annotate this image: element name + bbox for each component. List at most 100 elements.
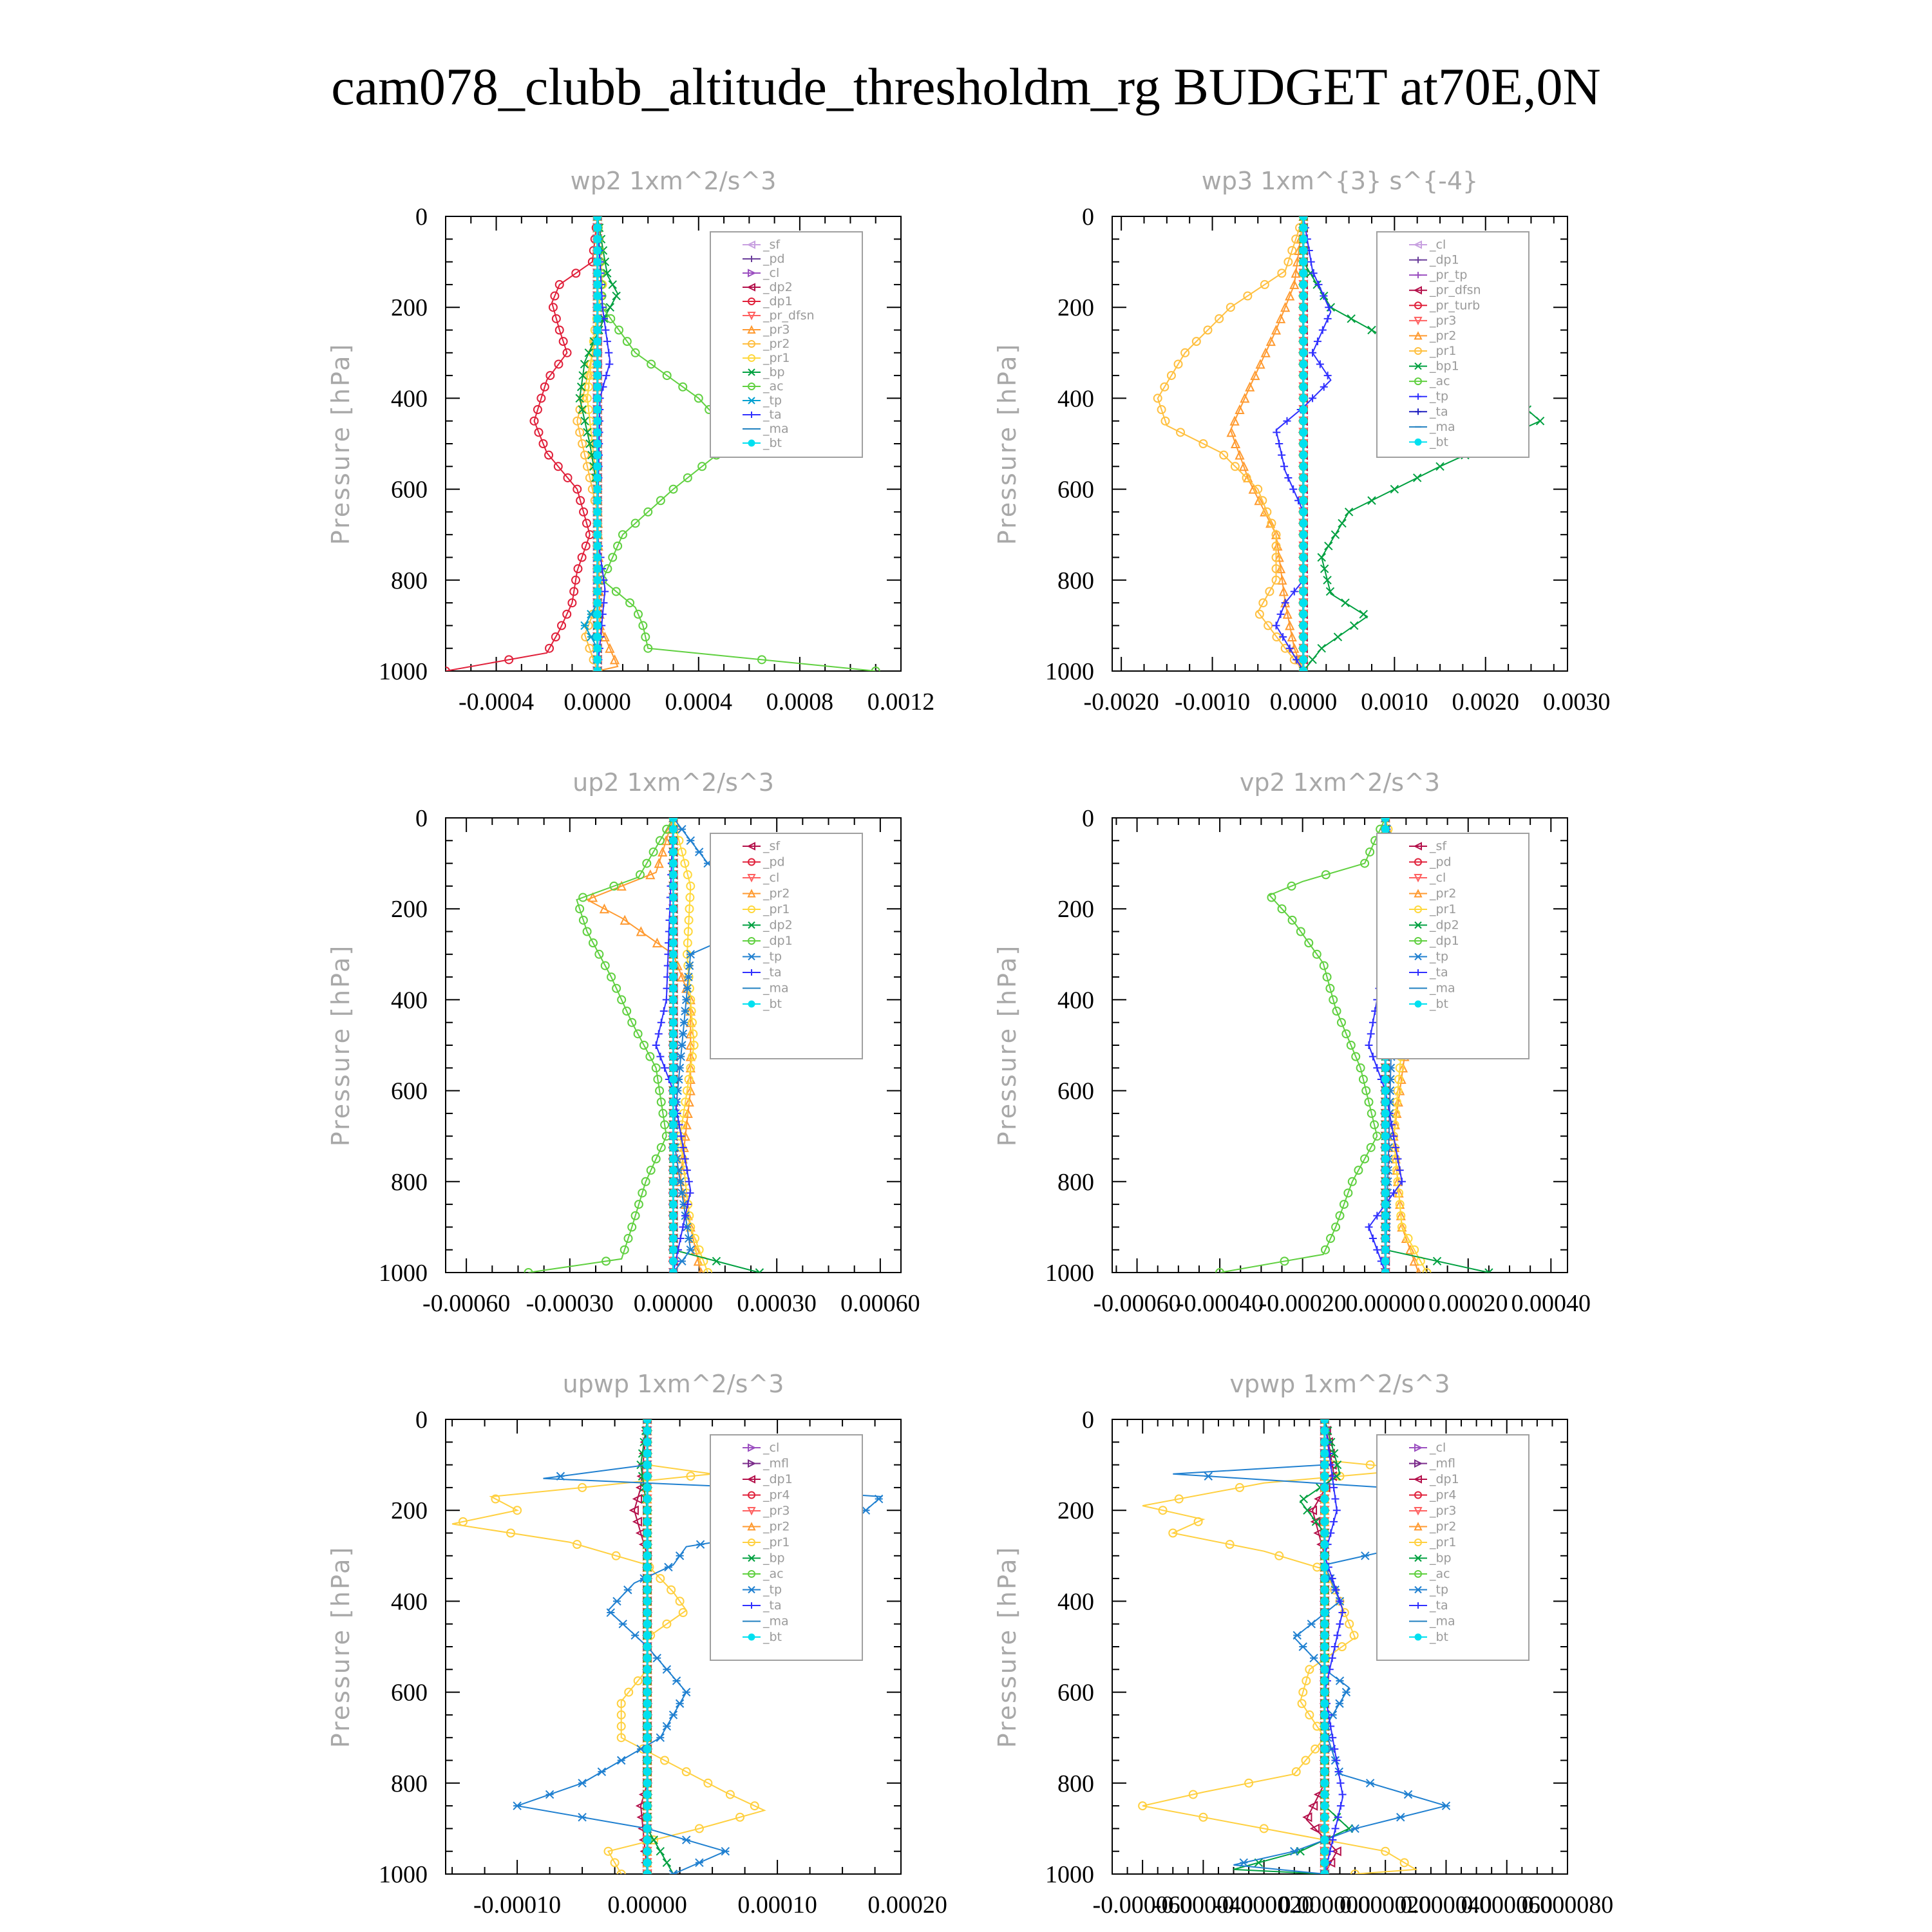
data-point (1318, 326, 1327, 334)
data-point (593, 383, 602, 392)
data-point (651, 1063, 661, 1073)
legend-label: _pr3 (762, 323, 790, 337)
legend-label: _pr4 (762, 1488, 790, 1502)
data-point (643, 1472, 652, 1481)
data-point (682, 1086, 692, 1095)
data-point (616, 1721, 626, 1731)
legend-label: _mfl (1429, 1457, 1455, 1471)
legend-entry: _pr_dfsn (1409, 283, 1481, 298)
legend-entry: _ta (1409, 404, 1448, 419)
data-point (662, 996, 670, 1004)
data-point (593, 216, 602, 221)
data-point (1373, 1211, 1381, 1220)
data-point (1158, 1506, 1168, 1515)
data-point (1180, 348, 1190, 357)
legend-label: _ta (762, 408, 782, 422)
legend-label: _ma (1429, 1615, 1455, 1629)
data-point (1287, 915, 1297, 925)
legend-entry: _ac (1409, 374, 1450, 388)
legend-box (710, 833, 863, 1059)
data-point (1289, 485, 1298, 493)
data-point (1316, 360, 1324, 368)
data-point (687, 1018, 697, 1027)
data-point (681, 995, 691, 1005)
data-point (1381, 1200, 1390, 1209)
legend-label: _bp (762, 365, 785, 379)
data-point (599, 903, 609, 914)
x-tick-label: -0.0020 (1084, 688, 1159, 715)
data-point (1361, 1551, 1370, 1560)
data-point (504, 655, 514, 665)
legend-box (710, 231, 863, 458)
legend-label: _bt (762, 436, 782, 450)
panel-title: upwp 1xm^2/s^3 (563, 1370, 784, 1398)
panel-title: vp2 1xm^2/s^3 (1240, 768, 1440, 797)
legend-entry: _tp (743, 393, 782, 408)
data-point (683, 870, 692, 880)
data-point (662, 1858, 672, 1868)
data-point (1333, 632, 1343, 641)
data-point (538, 439, 548, 448)
data-point (681, 1119, 692, 1130)
data-point (1287, 245, 1297, 255)
data-point (1336, 1779, 1345, 1787)
data-point (1244, 1778, 1254, 1788)
data-point (593, 371, 602, 380)
x-tick-label: -0.000040 (1153, 1891, 1253, 1918)
data-point (1304, 938, 1314, 948)
legend-swatch-marker (748, 1491, 755, 1499)
data-point (712, 1256, 721, 1266)
data-point (1373, 1245, 1381, 1254)
series-bt (669, 818, 677, 1273)
legend-swatch-marker (1414, 1522, 1423, 1531)
data-point (1347, 1177, 1357, 1186)
data-point (669, 1018, 677, 1027)
legend-swatch-marker (748, 858, 755, 866)
data-point (593, 348, 602, 357)
series-tp (1272, 216, 1333, 671)
legend-entry: _dp1 (743, 1472, 793, 1486)
legend-label: _bp (1429, 1551, 1452, 1566)
data-point (1280, 462, 1289, 471)
data-point (662, 1619, 672, 1629)
data-point (1176, 428, 1186, 437)
data-point (1230, 462, 1240, 471)
data-point (686, 1245, 695, 1255)
data-point (1259, 1824, 1269, 1833)
data-point (1293, 656, 1301, 664)
data-point (1395, 1200, 1405, 1209)
data-point (1299, 667, 1308, 671)
legend-entry: _pr_turb (1409, 298, 1480, 312)
data-point (624, 1687, 634, 1697)
data-point (1290, 1846, 1299, 1856)
data-point (1296, 927, 1305, 936)
data-point (735, 1812, 745, 1822)
legend-label: _ac (762, 379, 784, 393)
data-point (638, 1188, 647, 1198)
panel-title: wp3 1xm^{3} s^{-4} (1202, 167, 1478, 195)
legend-swatch-marker (1415, 272, 1421, 279)
data-point (1328, 1575, 1336, 1583)
data-point (1320, 383, 1328, 391)
data-point (1320, 1551, 1329, 1560)
data-point (1360, 1154, 1370, 1164)
data-point (1215, 314, 1224, 323)
legend-swatch-marker (1414, 874, 1423, 883)
data-point (1381, 1155, 1390, 1163)
data-point (569, 587, 579, 596)
data-point (660, 1756, 670, 1765)
data-point (533, 405, 542, 415)
data-point (643, 1517, 652, 1526)
data-point (1245, 381, 1255, 392)
legend-label: _ta (1429, 1598, 1448, 1613)
legend-entry: _pd (743, 252, 785, 266)
data-point (612, 983, 621, 993)
data-point (1277, 269, 1287, 278)
data-point (642, 858, 652, 868)
data-point (529, 416, 539, 426)
legend-swatch-marker (1414, 377, 1422, 386)
data-point (1381, 1222, 1390, 1231)
data-point (633, 1029, 643, 1039)
data-point (593, 314, 602, 323)
data-point (1358, 1074, 1368, 1084)
